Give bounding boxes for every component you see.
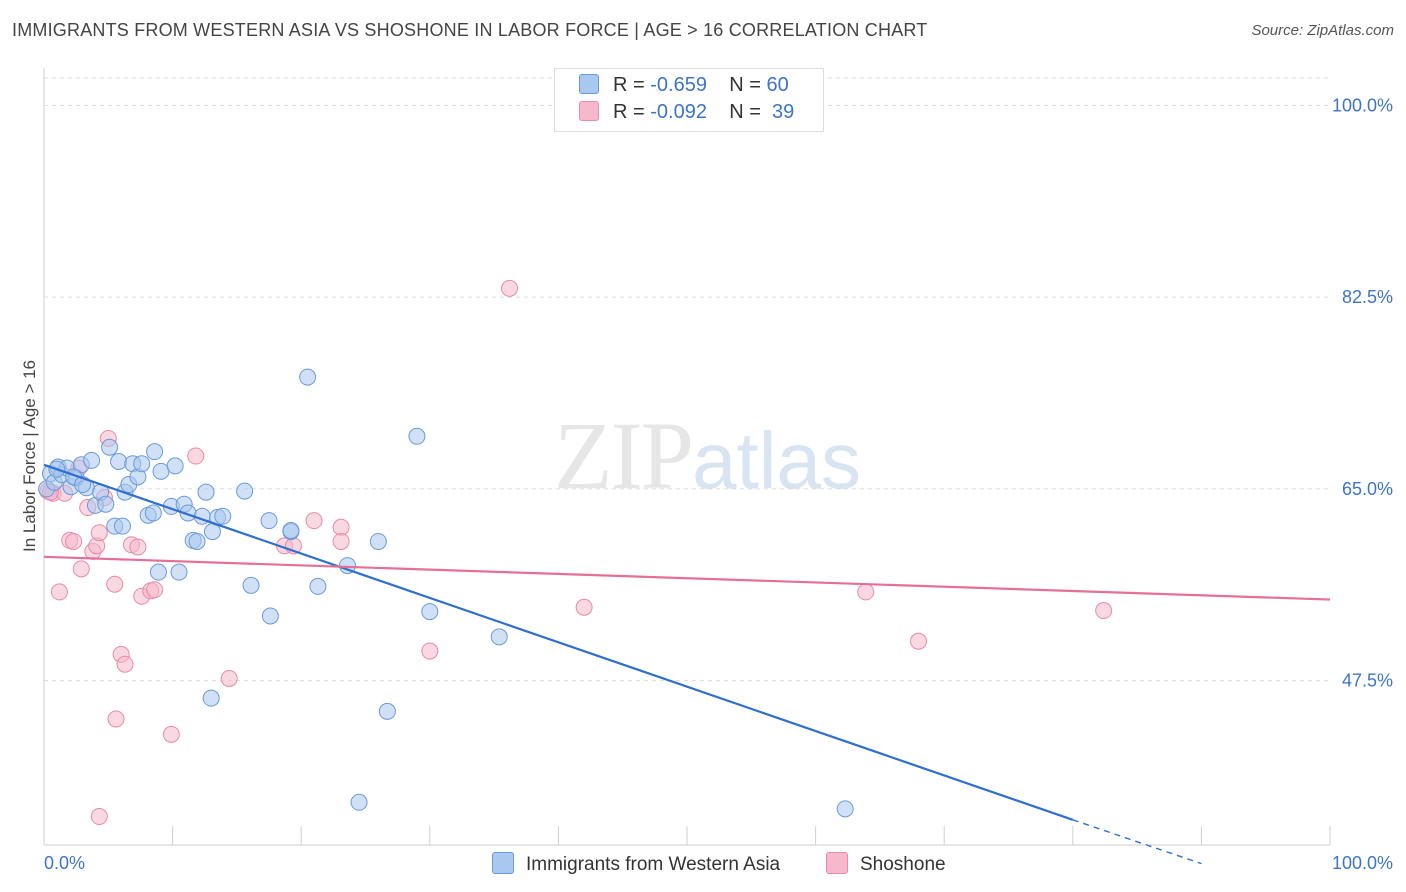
point-shoshone [501,279,519,297]
watermark: ZIPatlas [554,400,861,511]
point-western-asia [149,563,167,581]
point-western-asia [152,462,170,480]
legend-label: Immigrants from Western Asia [526,854,781,875]
point-western-asia [97,495,115,513]
x-tick-label: 0.0% [44,853,85,873]
point-shoshone [129,538,147,556]
legend-item-western-asia: Immigrants from Western Asia [492,852,780,876]
point-shoshone [1095,602,1113,620]
point-shoshone [909,632,927,650]
point-western-asia [350,793,368,811]
legend-swatch-blue [492,852,514,874]
point-shoshone [106,575,124,593]
point-western-asia [242,576,260,594]
watermark-atlas: atlas [692,416,861,505]
legend-swatch-pink [826,852,848,874]
y-tick-label: 47.5% [1342,671,1393,691]
point-western-asia [203,523,221,541]
x-tick-label: 100.0% [1332,853,1393,873]
y-tick-label: 65.0% [1342,479,1393,499]
stats-swatch-pink [579,101,599,121]
point-western-asia [101,438,119,456]
legend-item-shoshone: Shoshone [826,852,946,876]
point-shoshone [116,655,134,673]
point-western-asia [369,532,387,550]
point-western-asia [421,603,439,621]
point-shoshone [857,583,875,601]
point-shoshone [90,808,108,826]
point-shoshone [332,532,350,550]
chart-title: IMMIGRANTS FROM WESTERN ASIA VS SHOSHONE… [12,20,928,40]
point-western-asia [260,512,278,530]
y-tick-label: 100.0% [1332,95,1393,115]
point-western-asia [836,800,854,818]
point-western-asia [166,457,184,475]
point-western-asia [236,482,254,500]
point-shoshone [305,512,323,530]
point-western-asia [261,607,279,625]
stats-r-value: -0.659 [650,74,707,96]
point-western-asia [170,563,188,581]
stats-r-label: R = [613,101,651,123]
point-shoshone [332,518,350,536]
watermark-zip: ZIP [554,402,694,509]
stats-r-value: -0.092 [650,101,707,123]
point-western-asia [197,483,215,501]
stats-swatch-blue [579,74,599,94]
point-western-asia [202,689,220,707]
point-shoshone [146,581,164,599]
point-western-asia [309,577,327,595]
point-western-asia [113,517,131,535]
y-tick-label: 82.5% [1342,287,1393,307]
point-shoshone [187,447,205,465]
stats-row-blue: R = -0.659 N = 60 [579,74,789,100]
point-western-asia [110,453,128,470]
stats-row-pink: R = -0.092 N = 39 [579,101,794,127]
point-shoshone [162,725,180,743]
point-western-asia [188,532,206,550]
point-western-asia [144,504,162,522]
stats-n-label: N = [729,74,767,96]
stats-n-label: N = [729,101,767,123]
point-western-asia [214,507,232,525]
stats-box: R = -0.659 N = 60 R = -0.092 N = 39 [554,68,824,132]
point-shoshone [107,710,125,728]
point-western-asia [83,451,101,469]
stats-n-value: 39 [772,101,795,123]
point-western-asia [490,628,508,646]
point-shoshone [72,560,90,578]
point-shoshone [220,669,238,687]
point-shoshone [90,524,108,542]
point-shoshone [421,642,439,660]
stats-r-label: R = [613,74,651,96]
point-western-asia [146,443,164,461]
point-western-asia [408,427,426,445]
point-western-asia [299,368,317,386]
trendline-western-asia-extension [1072,819,1202,865]
point-shoshone [575,598,593,616]
trendline-western-asia [43,463,1074,821]
stats-n-value: 60 [766,74,789,96]
point-western-asia [378,702,396,720]
legend-label: Shoshone [860,854,946,875]
point-shoshone [50,583,68,601]
point-shoshone [65,532,83,550]
point-western-asia [133,455,151,473]
point-western-asia [282,522,300,540]
source-credit: Source: ZipAtlas.com [1251,22,1394,39]
trendline-shoshone [43,555,1331,601]
